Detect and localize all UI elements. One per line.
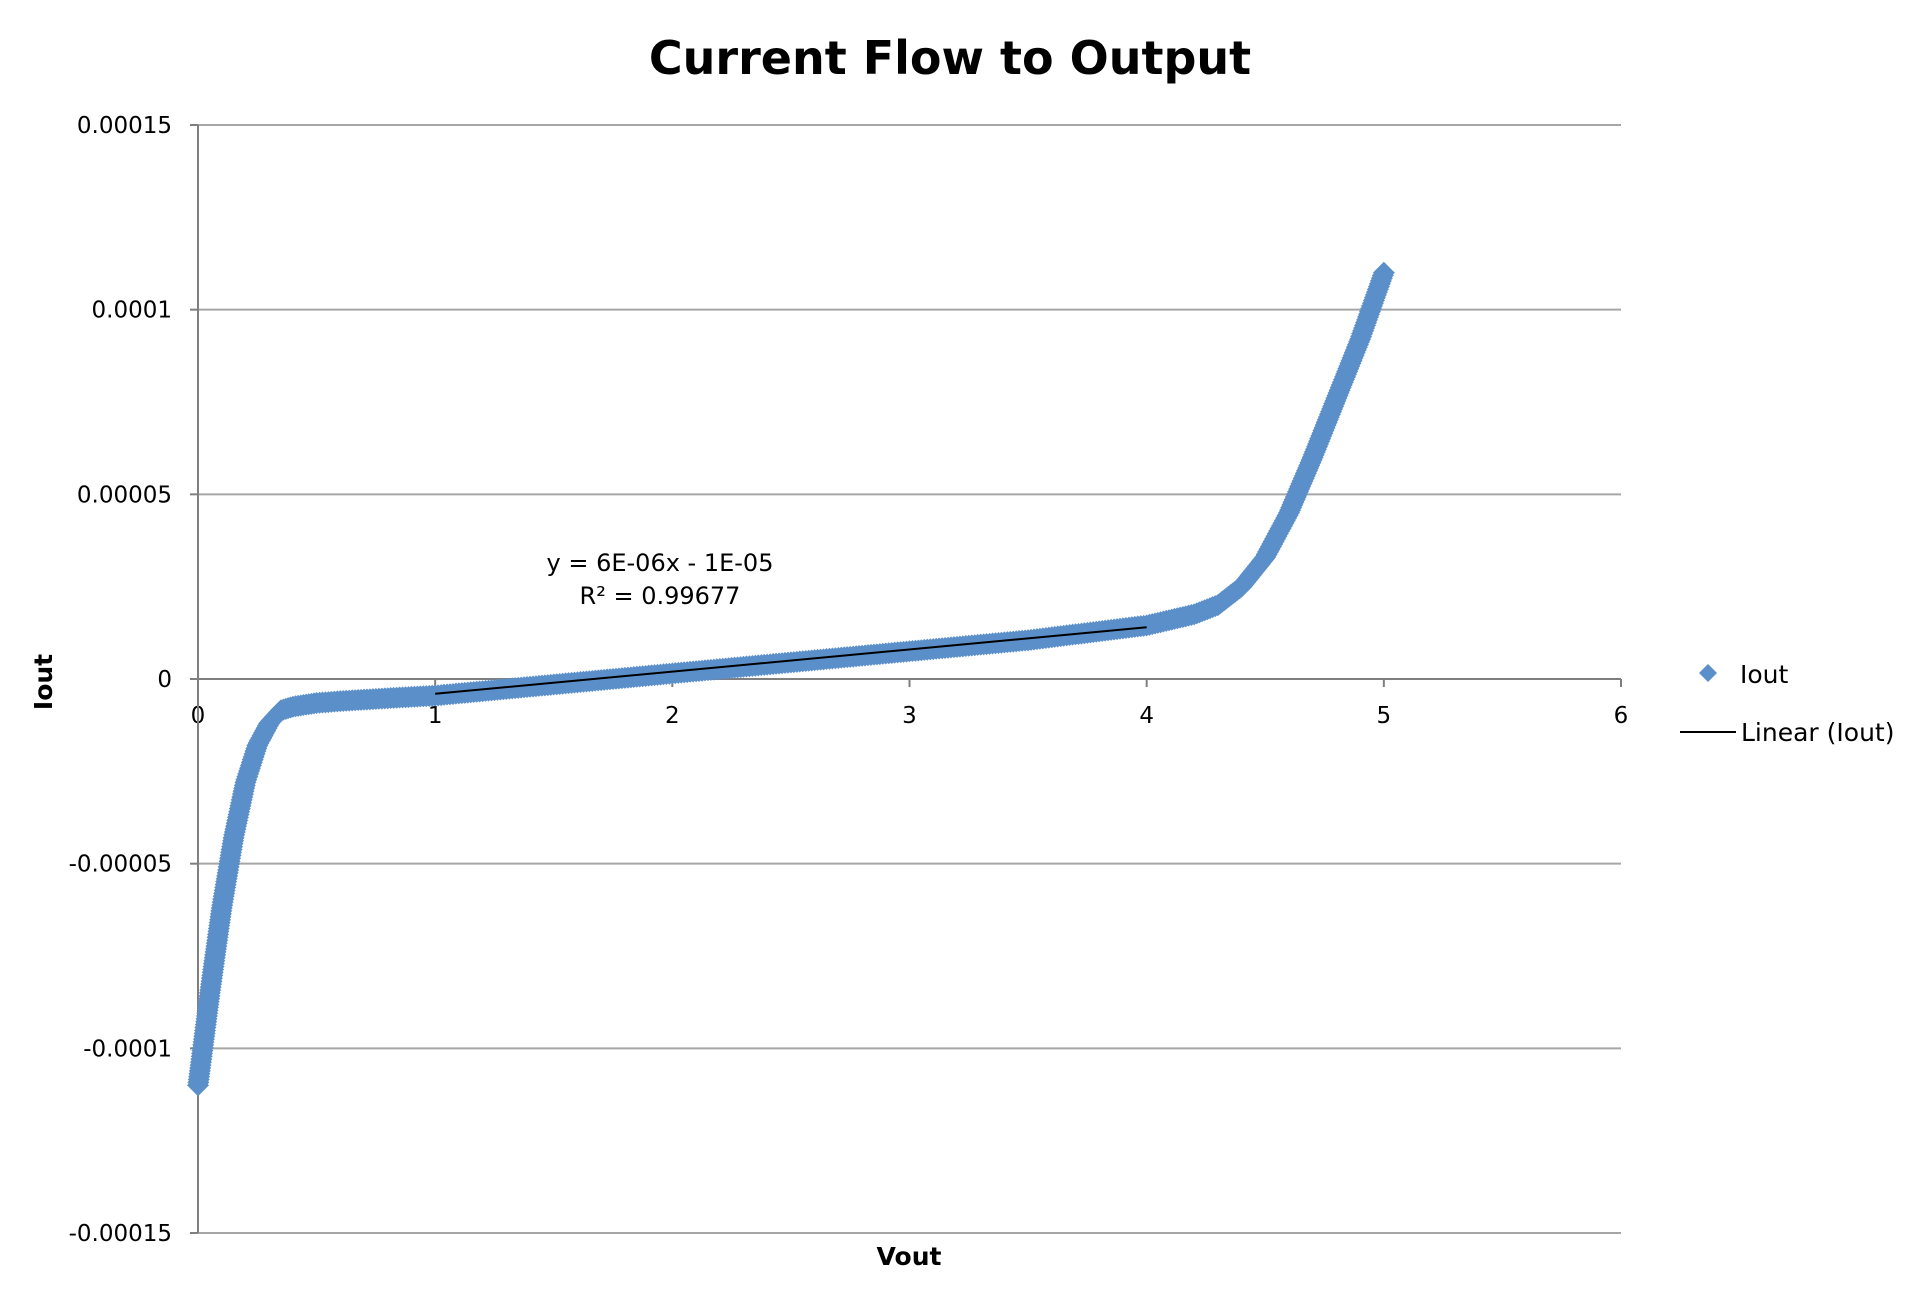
x-tick-label: 3 [902,703,917,729]
trendline-equation: y = 6E-06x - 1E-05 [547,549,774,577]
y-tick-label: 0.00015 [77,113,172,139]
x-tick-label: 6 [1614,703,1629,729]
x-tick-label: 1 [428,703,443,729]
x-axis-label: Vout [877,1242,942,1271]
trendline-r-squared: R² = 0.99677 [580,582,741,610]
legend: Iout Linear (Iout) [1680,660,1894,747]
chart-title: Current Flow to Output [649,31,1251,85]
y-tick-label: 0.0001 [92,298,172,324]
y-tick-label: -0.0001 [83,1036,172,1062]
x-tick-label: 2 [665,703,680,729]
y-tick-label: -0.00005 [69,852,172,878]
y-axis-ticks: 0.00015 0.0001 0.00005 0 -0.00005 -0.0001 -0.0… [69,113,198,1247]
x-tick-label: 5 [1377,703,1392,729]
series-iout [187,261,1395,1097]
x-axis-ticks: 0123456 [191,679,1629,729]
y-tick-label: 0 [157,667,172,693]
y-axis-label: Iout [29,654,58,710]
gridlines [198,124,1621,1234]
data-point [1372,261,1395,284]
y-tick-label: -0.00015 [69,1221,172,1247]
y-tick-label: 0.00005 [77,482,172,508]
trendline [435,626,1147,695]
legend-label-trend: Linear (Iout) [1741,718,1894,747]
legend-label-iout: Iout [1740,660,1789,689]
x-tick-label: 4 [1139,703,1154,729]
legend-marker-iout [1699,664,1717,682]
